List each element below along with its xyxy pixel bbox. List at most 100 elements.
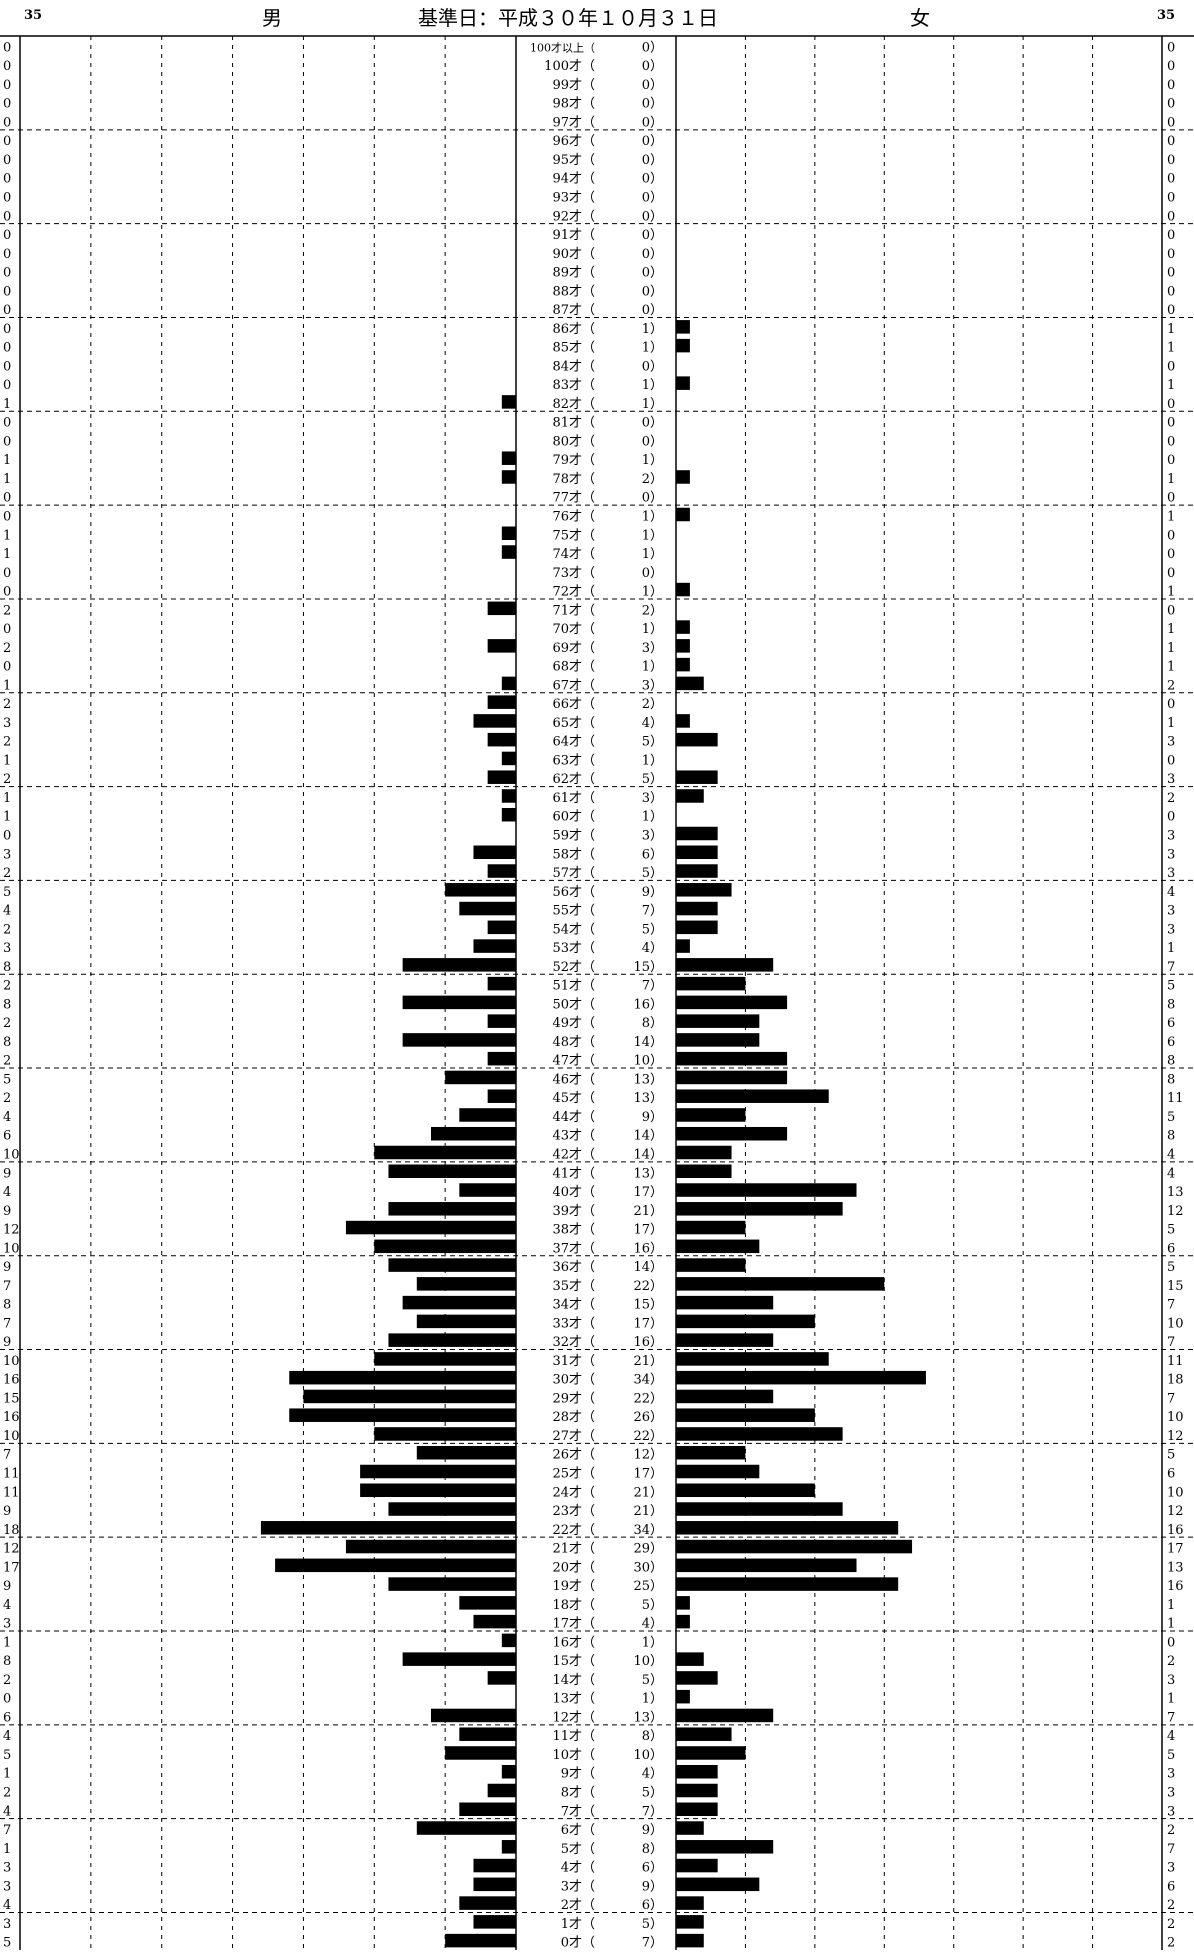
age-label: 17才（: [552, 1617, 595, 1632]
male-bar: [388, 1577, 516, 1591]
total-count-label: 22）: [633, 1279, 663, 1294]
female-bar: [676, 1821, 704, 1835]
female-count-label: 1: [1167, 341, 1175, 356]
age-label: 55才（: [552, 904, 595, 919]
age-label: 23才（: [552, 1504, 595, 1519]
total-count-label: 0）: [642, 209, 663, 224]
total-count-label: 17）: [633, 1316, 663, 1331]
male-bar: [473, 1877, 516, 1892]
female-bar: [676, 620, 690, 634]
age-label: 28才（: [552, 1410, 595, 1425]
total-count-label: 1）: [642, 1692, 663, 1707]
age-label: 34才（: [552, 1298, 595, 1313]
total-count-label: 8）: [642, 1016, 663, 1031]
male-bar: [501, 470, 516, 484]
total-count-label: 34）: [633, 1373, 663, 1388]
male-bar: [388, 1202, 516, 1216]
male-bar: [360, 1483, 516, 1498]
female-count-label: 4: [1167, 1166, 1175, 1181]
age-label: 100才以上（: [530, 40, 595, 54]
male-bar: [289, 1370, 516, 1385]
age-label: 64才（: [552, 735, 595, 750]
male-count-label: 12: [3, 1542, 20, 1557]
total-count-label: 1）: [642, 547, 663, 562]
male-count-label: 0: [3, 660, 11, 675]
age-label: 44才（: [552, 1110, 595, 1125]
female-count-label: 3: [1167, 847, 1175, 862]
total-count-label: 17）: [633, 1185, 663, 1200]
age-label: 95才（: [552, 153, 595, 168]
female-bar: [676, 1145, 732, 1160]
male-bar: [360, 1464, 516, 1479]
male-count-label: 0: [3, 378, 11, 393]
female-count-label: 3: [1167, 866, 1175, 881]
male-count-label: 3: [3, 1879, 11, 1894]
age-label: 89才（: [552, 266, 595, 281]
male-bar: [473, 939, 516, 953]
female-count-label: 5: [1167, 1448, 1175, 1463]
male-count-label: 0: [3, 585, 11, 600]
total-count-label: 9）: [642, 1823, 663, 1838]
age-label: 45才（: [552, 1091, 595, 1106]
total-count-label: 5）: [642, 735, 663, 750]
age-label: 69才（: [552, 641, 595, 656]
age-label: 63才（: [552, 753, 595, 768]
female-bar: [676, 1445, 746, 1460]
male-count-label: 1: [3, 1767, 11, 1782]
male-count-label: 6: [3, 1710, 11, 1725]
female-bar: [676, 1652, 704, 1666]
male-count-label: 0: [3, 191, 11, 206]
female-bar: [676, 920, 718, 935]
total-count-label: 1）: [642, 810, 663, 825]
female-count-label: 1: [1167, 716, 1175, 731]
male-count-label: 2: [3, 1673, 11, 1688]
female-count-label: 13: [1167, 1560, 1184, 1575]
female-bar: [676, 845, 718, 860]
age-label: 58才（: [552, 847, 595, 862]
female-count-label: 11: [1167, 1354, 1184, 1369]
female-bar: [676, 976, 746, 991]
female-count-label: 2: [1167, 1654, 1175, 1669]
total-count-label: 6）: [642, 847, 663, 862]
male-bar: [473, 1614, 516, 1629]
male-count-label: 8: [3, 997, 11, 1012]
male-count-label: 4: [3, 1804, 11, 1819]
age-label: 68才（: [552, 660, 595, 675]
male-bar: [402, 1652, 516, 1666]
total-count-label: 5）: [642, 1673, 663, 1688]
female-count-label: 2: [1167, 1823, 1175, 1838]
male-count-label: 3: [3, 941, 11, 956]
female-count-label: 7: [1167, 1335, 1175, 1350]
total-count-label: 0）: [642, 359, 663, 374]
female-bar: [676, 1877, 760, 1892]
male-bar: [374, 1352, 516, 1366]
age-label: 99才（: [552, 78, 595, 93]
male-bar: [345, 1539, 516, 1554]
male-count-label: 0: [3, 359, 11, 374]
male-count-label: 1: [3, 528, 11, 543]
age-label: 77才（: [552, 491, 595, 506]
male-count-label: 2: [3, 1091, 11, 1106]
male-bar: [416, 1821, 516, 1835]
male-count-label: 3: [3, 1617, 11, 1632]
total-count-label: 0）: [642, 416, 663, 431]
age-label: 62才（: [552, 772, 595, 787]
total-count-label: 5）: [642, 1786, 663, 1801]
female-count-label: 0: [1167, 266, 1175, 281]
total-count-label: 1）: [642, 510, 663, 525]
female-bar: [676, 1671, 718, 1685]
female-count-label: 5: [1167, 1110, 1175, 1125]
female-count-label: 0: [1167, 40, 1175, 55]
female-bar: [676, 507, 690, 522]
female-count-label: 7: [1167, 1710, 1175, 1725]
age-label: 92才（: [552, 209, 595, 224]
female-count-label: 2: [1167, 791, 1175, 806]
male-bar: [473, 845, 516, 860]
male-count-label: 16: [3, 1373, 20, 1388]
total-count-label: 15）: [633, 1298, 663, 1313]
female-bar: [676, 826, 718, 841]
total-count-label: 2）: [642, 472, 663, 487]
age-label: 41才（: [552, 1166, 595, 1181]
male-count-label: 10: [3, 1429, 20, 1444]
female-count-label: 2: [1167, 1898, 1175, 1913]
